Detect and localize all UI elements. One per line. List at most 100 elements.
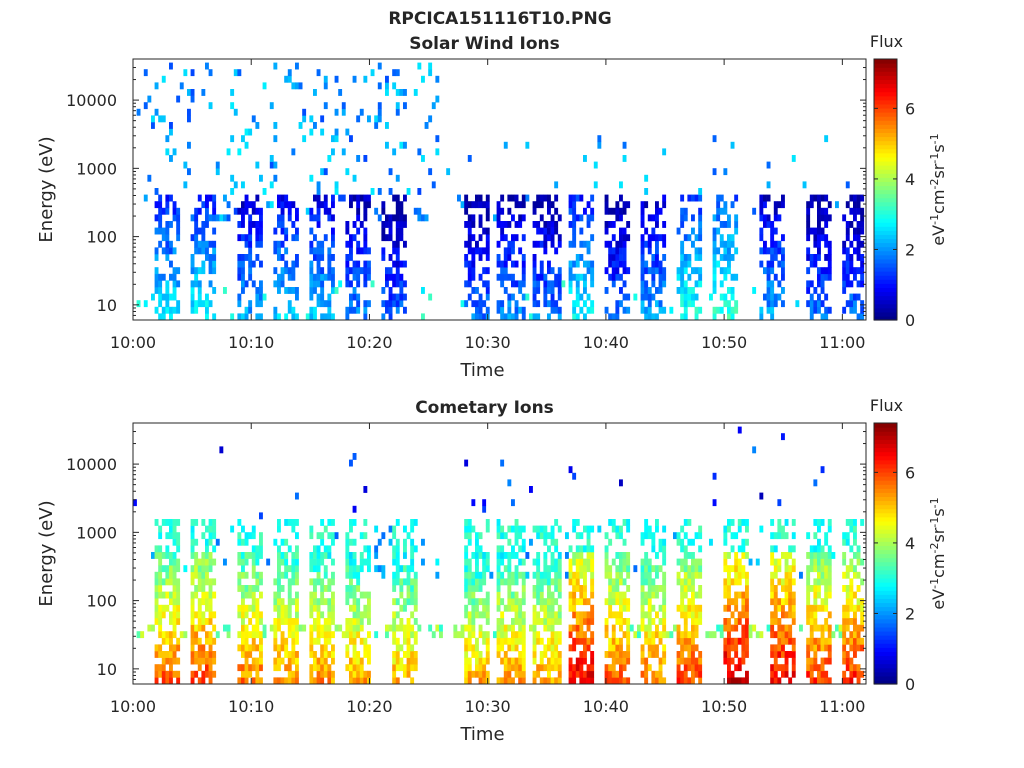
colorbar-segment	[874, 443, 897, 449]
spectrogram-cell	[154, 670, 159, 678]
spectrogram-cell	[323, 194, 328, 202]
spectrogram-cell	[410, 598, 415, 606]
colorbar-segment	[874, 144, 897, 150]
spectrogram-cell	[539, 240, 544, 248]
spectrogram-cell	[809, 313, 814, 321]
spectrogram-cell	[295, 234, 299, 242]
spectrogram-cell	[766, 214, 771, 222]
spectrogram-cell	[568, 657, 573, 665]
spectrogram-cell	[388, 214, 393, 222]
spectrogram-cell	[662, 604, 667, 612]
spectrogram-cell	[345, 618, 350, 625]
spectrogram-cell	[590, 194, 595, 202]
spectrogram-cell	[536, 618, 541, 625]
spectrogram-cell	[655, 670, 659, 678]
spectrogram-cell	[403, 102, 407, 110]
spectrogram-cell	[471, 631, 476, 639]
spectrogram-cell	[586, 532, 591, 540]
spectrogram-cell	[568, 578, 573, 586]
spectrogram-cell	[784, 631, 789, 639]
spectrogram-cell	[554, 306, 559, 314]
spectrogram-cell	[727, 571, 731, 579]
spectrogram-cell	[687, 273, 692, 281]
spectrogram-cell	[345, 624, 350, 632]
spectrogram-cell	[809, 565, 814, 573]
spectrogram-cell	[244, 611, 249, 619]
spectrogram-cell	[554, 618, 559, 625]
spectrogram-cell	[201, 677, 206, 685]
spectrogram-cell	[190, 95, 195, 103]
spectrogram-cell	[781, 631, 785, 639]
spectrogram-cell	[295, 651, 299, 658]
colorbar-segment	[874, 295, 897, 301]
spectrogram-cell	[554, 194, 559, 202]
spectrogram-cell	[507, 254, 512, 261]
spectrogram-cell	[197, 657, 202, 665]
spectrogram-cell	[169, 571, 173, 579]
spectrogram-cell	[500, 624, 505, 632]
spectrogram-cell	[676, 267, 681, 275]
spectrogram-cell	[331, 135, 335, 143]
spectrogram-cell	[619, 194, 623, 202]
spectrogram-cell	[770, 558, 775, 566]
spectrogram-cell	[568, 273, 573, 281]
spectrogram-cell	[842, 273, 847, 281]
spectrogram-cell	[251, 221, 256, 228]
spectrogram-cell	[327, 214, 332, 222]
spectrogram-cell	[687, 260, 692, 268]
spectrogram-cell	[485, 657, 490, 665]
spectrogram-cell	[845, 664, 850, 672]
spectrogram-cell	[259, 618, 263, 625]
spectrogram-cell	[295, 611, 299, 619]
spectrogram-cell	[478, 201, 483, 209]
spectrogram-cell	[730, 141, 735, 149]
spectrogram-cell	[763, 267, 767, 275]
spectrogram-cell	[633, 293, 638, 301]
spectrogram-cell	[518, 201, 523, 209]
spectrogram-cell	[172, 644, 177, 652]
spectrogram-cell	[691, 651, 695, 658]
spectrogram-cell	[820, 637, 825, 645]
spectrogram-cell	[363, 545, 368, 553]
spectrogram-cell	[730, 624, 735, 632]
spectrogram-cell	[291, 558, 296, 566]
spectrogram-cell	[723, 644, 728, 652]
spectrogram-cell	[395, 519, 400, 526]
spectrogram-cell	[777, 637, 782, 645]
spectrogram-cell	[849, 194, 854, 202]
spectrogram-cell	[212, 254, 217, 261]
spectrogram-cell	[467, 155, 472, 162]
spectrogram-cell	[237, 644, 242, 652]
spectrogram-cell	[302, 115, 307, 123]
spectrogram-cell	[633, 631, 638, 639]
spectrogram-cell	[327, 604, 332, 612]
spectrogram-cell	[471, 670, 476, 678]
spectrogram-cell	[817, 227, 821, 235]
axes-frame	[132, 58, 867, 321]
spectrogram-cell	[241, 313, 245, 321]
spectrogram-cell	[640, 240, 645, 248]
spectrogram-cell	[439, 624, 443, 632]
spectrogram-cell	[773, 207, 778, 215]
spectrogram-cell	[662, 598, 667, 606]
spectrogram-cell	[280, 280, 285, 288]
spectrogram-cell	[212, 260, 217, 268]
spectrogram-cell	[327, 618, 332, 625]
spectrogram-cell	[323, 651, 328, 658]
spectrogram-cell	[521, 254, 526, 261]
spectrogram-cell	[392, 82, 397, 90]
spectrogram-cell	[763, 293, 767, 301]
spectrogram-cell	[464, 525, 469, 533]
spectrogram-cell	[586, 306, 591, 314]
spectrogram-cell	[521, 657, 526, 665]
spectrogram-cell	[331, 313, 335, 321]
spectrogram-cell	[514, 221, 519, 228]
spectrogram-cell	[737, 591, 742, 599]
spectrogram-cell	[788, 651, 793, 658]
spectrogram-cell	[482, 505, 487, 513]
spectrogram-cell	[777, 558, 782, 566]
spectrogram-cell	[676, 532, 681, 540]
spectrogram-cell	[165, 227, 170, 235]
spectrogram-cell	[273, 313, 278, 321]
spectrogram-cell	[547, 585, 551, 592]
